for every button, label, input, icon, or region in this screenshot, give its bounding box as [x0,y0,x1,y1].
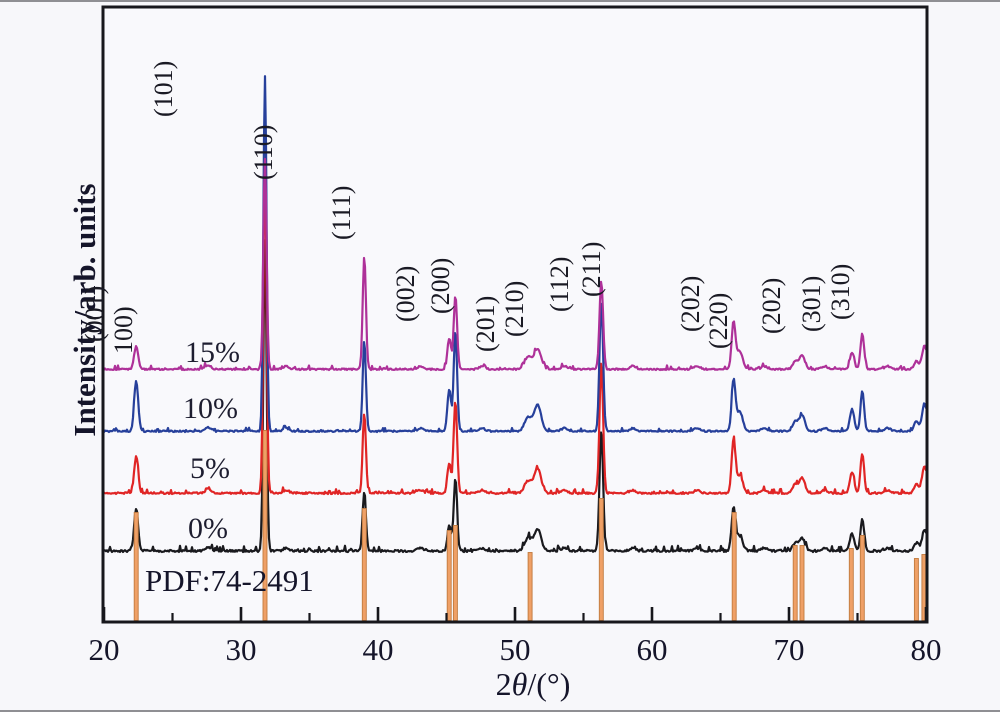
hkl-label: (001) [80,285,109,342]
x-tick-label: 30 [225,632,257,667]
hkl-label: (202) [676,275,705,332]
x-tick-label: 20 [88,632,120,667]
hkl-label: (110) [249,124,278,180]
x-tick-label: 60 [636,632,668,667]
hkl-label: (111) [327,185,356,240]
reference-bar [446,530,452,621]
xrd-curve-15% [102,157,928,372]
x-axis-title-suffix: /(°) [527,666,571,702]
x-tick-label: 80 [910,632,942,667]
hkl-label: (211) [577,241,606,297]
series-label-5%: 5% [190,452,230,485]
reference-bar [913,558,919,621]
reference-bar [859,535,865,621]
hkl-label: (301) [797,275,826,332]
pdf-reference-label: PDF:74-2491 [145,563,314,598]
reference-bar [598,498,604,621]
x-tick-label: 70 [773,632,805,667]
x-axis-title-prefix: 2 [495,666,512,702]
reference-bar [452,525,458,621]
hkl-label: (112) [545,256,574,312]
xrd-curve-10% [102,75,928,434]
x-axis-title: 2θ/(°) [433,666,633,703]
hkl-label: (202) [757,277,786,334]
hkl-label: (201) [471,295,500,352]
reference-bar [792,545,798,621]
axes-box [101,5,929,624]
series-label-15%: 15% [185,336,240,369]
x-tick-label: 40 [362,632,394,667]
reference-bar [527,552,533,621]
xrd-curve-0% [102,239,928,554]
reference-bar [731,512,737,621]
series-label-0%: 0% [188,512,228,545]
x-tick-label: 50 [499,632,531,667]
reference-bar [848,548,854,621]
xrd-curve-5% [102,161,928,496]
reference-bar [133,512,139,621]
plot-background [103,7,927,622]
hkl-label: (210) [500,280,529,337]
hkl-label: (101) [149,60,178,117]
x-axis-title-theta: θ [511,666,528,702]
series-label-10%: 10% [183,392,238,425]
reference-bar [361,508,367,621]
hkl-label: (310) [826,263,855,320]
hkl-label: (220) [704,292,733,349]
hkl-label: (200) [426,257,455,314]
reference-bar [799,545,805,621]
hkl-label: (002) [391,265,420,322]
hkl-label: 100) [109,306,138,354]
